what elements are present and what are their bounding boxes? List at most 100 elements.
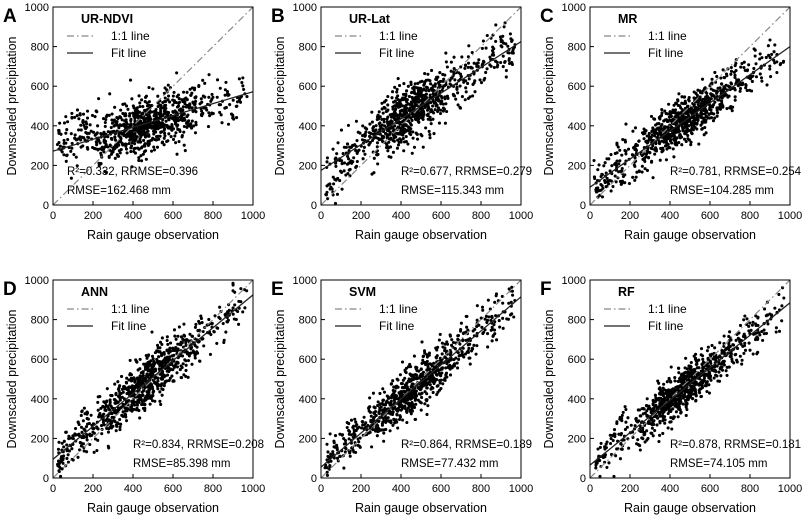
data-point [99, 162, 103, 166]
data-point [427, 129, 431, 133]
data-point [123, 412, 127, 416]
data-point [672, 155, 676, 159]
data-point [594, 466, 598, 470]
data-point [419, 408, 423, 412]
data-point [650, 159, 654, 163]
data-point [357, 444, 362, 448]
x-tick-label: 800 [204, 483, 222, 495]
data-point [128, 358, 132, 362]
data-point [166, 366, 170, 370]
data-point [171, 103, 175, 107]
data-point [436, 106, 441, 110]
data-point [751, 352, 755, 356]
data-point [182, 90, 186, 94]
data-point [344, 441, 348, 445]
y-tick-label: 0 [311, 200, 317, 212]
data-point [162, 136, 166, 140]
data-point [676, 112, 680, 117]
data-point [381, 387, 385, 391]
data-point [334, 156, 338, 160]
data-point [398, 83, 402, 88]
data-point [392, 139, 396, 143]
data-point [128, 408, 133, 412]
data-point [684, 139, 688, 144]
data-point [438, 368, 442, 372]
data-point [145, 356, 149, 360]
data-point [150, 372, 155, 376]
data-point [654, 142, 658, 146]
data-point [424, 126, 428, 130]
y-tick-label: 800 [299, 315, 317, 327]
data-point [179, 340, 183, 344]
data-point [108, 398, 112, 402]
data-point [103, 124, 107, 128]
data-point [241, 76, 245, 80]
data-point [147, 114, 151, 118]
data-point [163, 134, 167, 138]
data-point [105, 426, 109, 430]
data-point [642, 157, 646, 161]
data-point [116, 406, 120, 410]
data-point [739, 65, 743, 69]
data-point [201, 78, 205, 82]
x-tick-label: 400 [392, 210, 410, 222]
data-point [389, 115, 394, 119]
y-tick-label: 1000 [25, 2, 49, 14]
data-point [719, 374, 723, 378]
data-point [676, 98, 680, 102]
data-point [468, 362, 472, 366]
data-point [385, 134, 390, 138]
data-point [660, 139, 664, 143]
data-point [678, 133, 682, 137]
data-point [156, 134, 160, 138]
data-point [193, 356, 197, 360]
panel-title: MR [618, 12, 637, 26]
data-point [357, 440, 361, 444]
data-point [165, 338, 169, 343]
data-point [370, 138, 375, 143]
data-point [144, 353, 148, 358]
data-point [631, 129, 635, 133]
data-point [405, 381, 409, 385]
data-point [185, 90, 189, 94]
data-point [129, 373, 134, 377]
data-point [152, 126, 156, 130]
data-point [156, 387, 160, 391]
data-point [381, 416, 385, 420]
data-point [376, 113, 380, 117]
data-point [378, 391, 382, 396]
data-point [331, 147, 335, 151]
data-point [620, 181, 624, 185]
data-point [162, 91, 166, 95]
data-point [120, 131, 124, 136]
data-point [343, 439, 348, 443]
data-point [467, 346, 471, 350]
data-point [451, 364, 455, 368]
data-point [372, 156, 376, 160]
data-point [142, 131, 146, 135]
data-point [99, 406, 103, 410]
data-point [128, 391, 132, 395]
data-point [107, 154, 111, 158]
data-point [133, 119, 137, 123]
data-point [92, 431, 96, 435]
data-point [673, 376, 677, 380]
data-point [615, 163, 619, 167]
y-tick-label: 200 [299, 433, 317, 445]
data-point [506, 317, 511, 321]
data-point [389, 412, 393, 416]
data-point [766, 322, 770, 326]
data-point [96, 408, 100, 412]
data-point [64, 131, 68, 135]
x-tick-label: 1000 [509, 210, 533, 222]
data-point [57, 461, 61, 465]
panel-title: SVM [349, 285, 376, 299]
data-point [473, 327, 477, 331]
data-point [352, 156, 356, 160]
data-point [143, 117, 148, 121]
data-point [161, 377, 165, 381]
data-point [665, 147, 669, 151]
data-point [328, 182, 332, 186]
stats-line-1: R²=0.677, RRMSE=0.279 [401, 166, 532, 178]
data-point [147, 133, 151, 137]
